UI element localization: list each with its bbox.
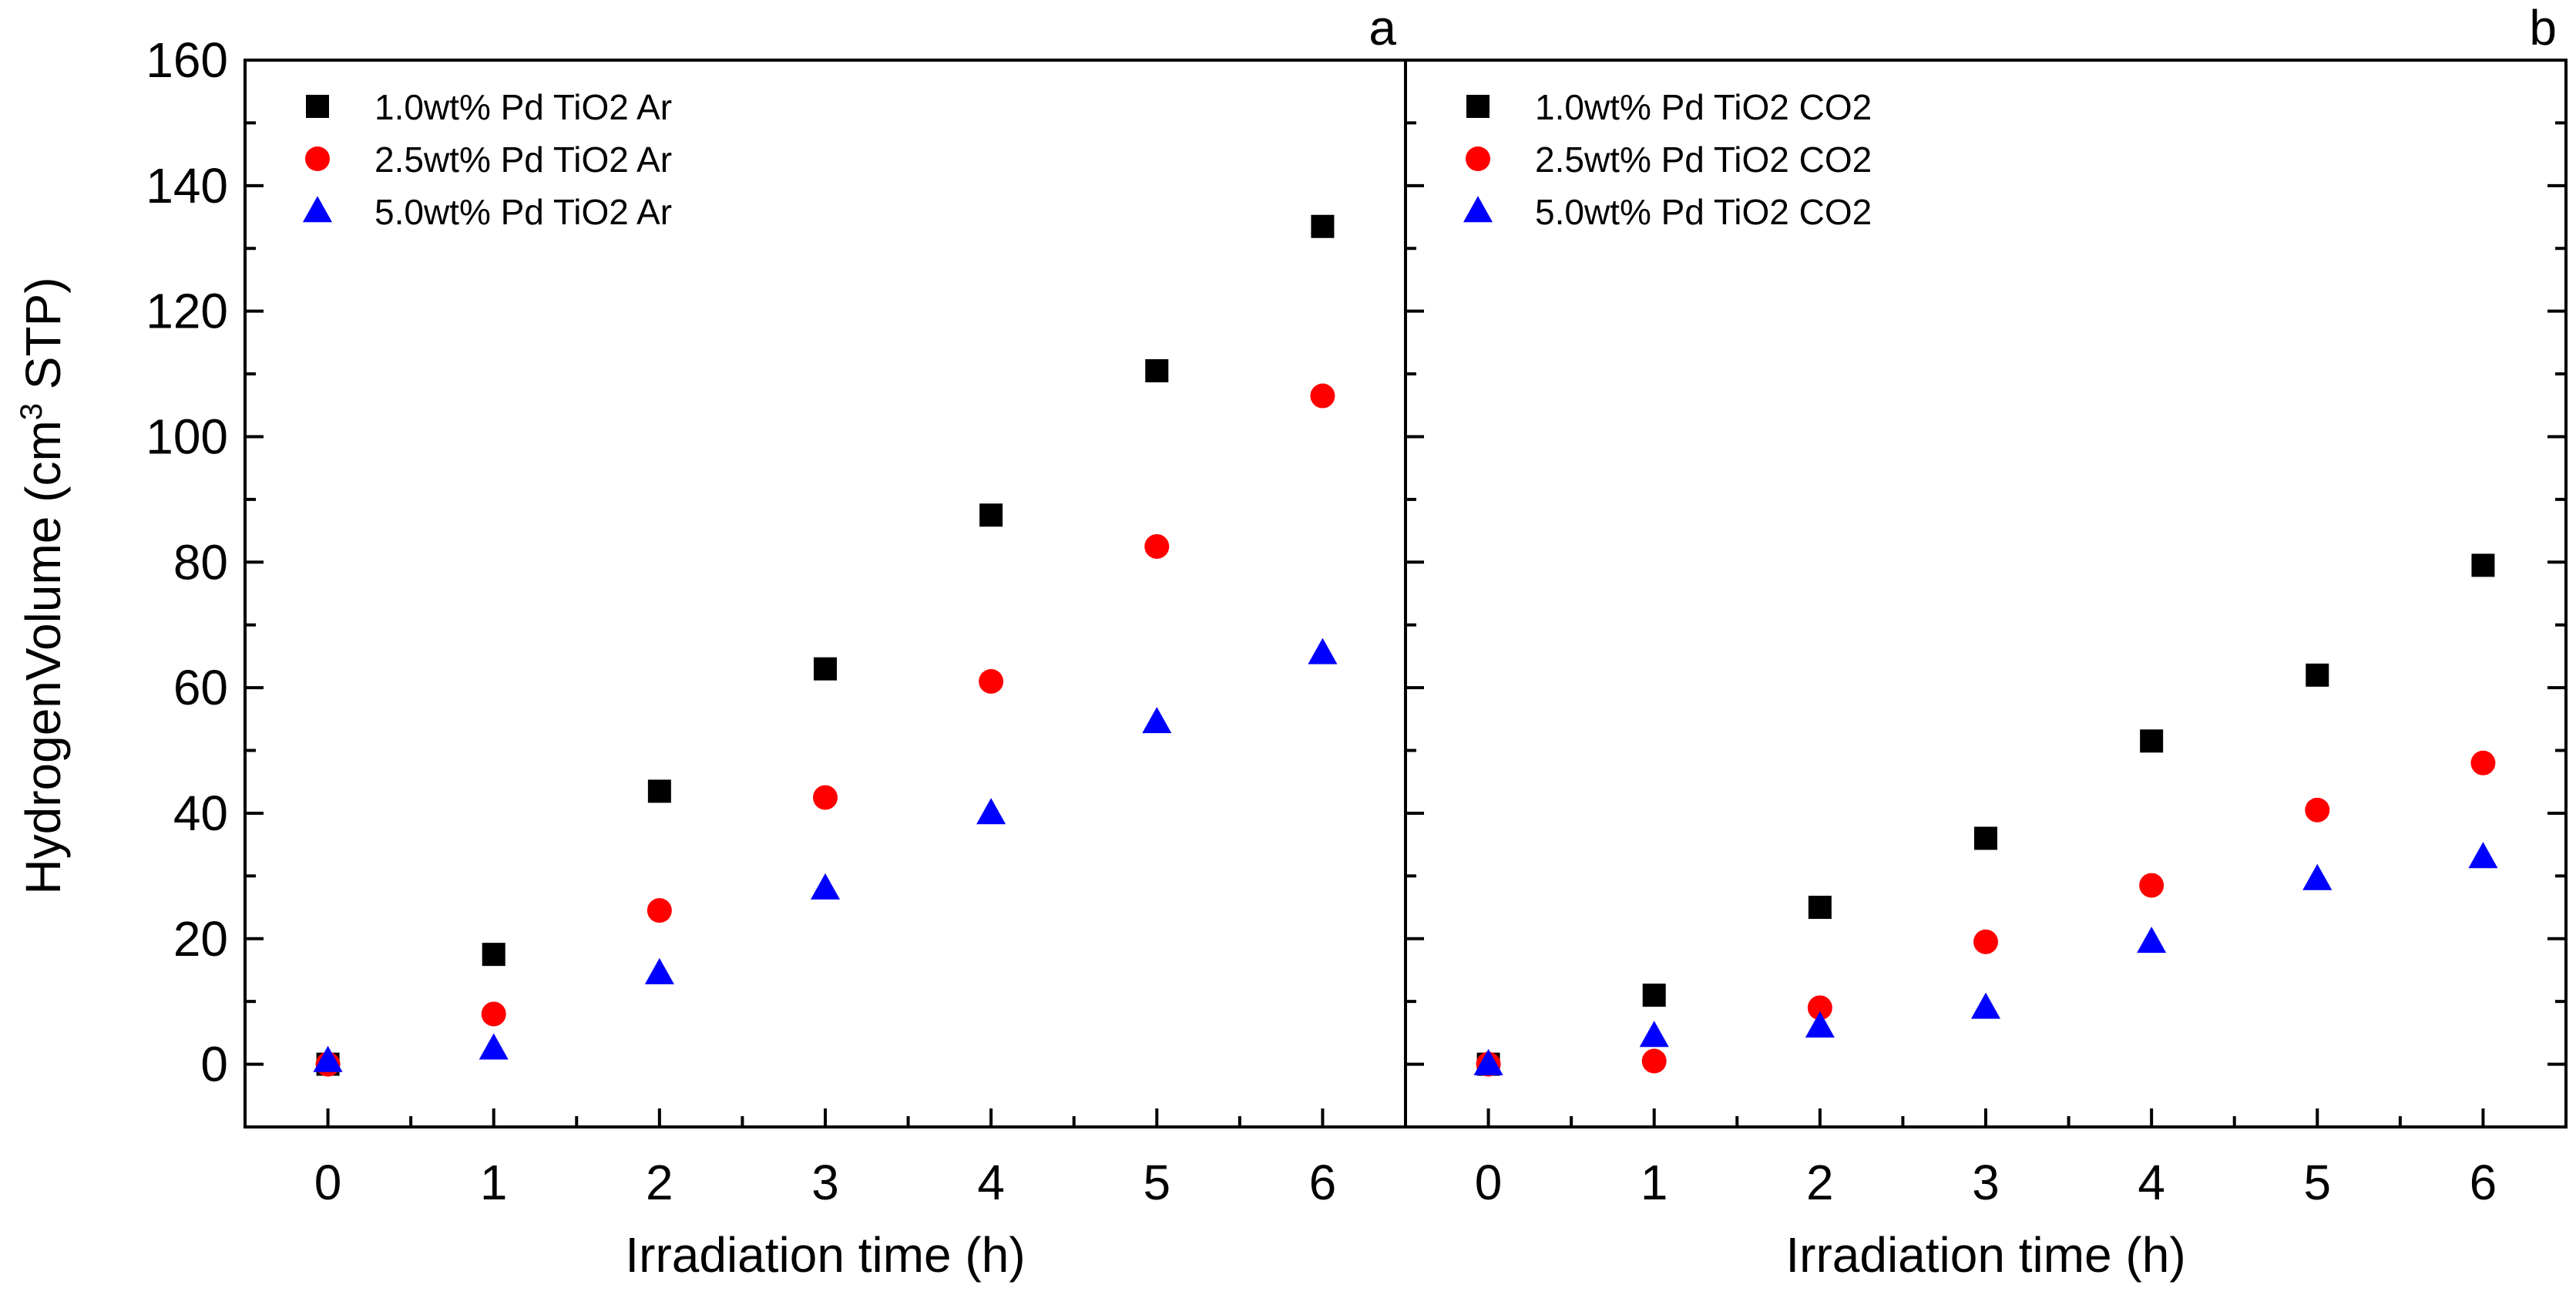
legend-label: 1.0wt% Pd TiO2 CO2 <box>1535 87 1872 127</box>
data-point <box>2137 927 2167 954</box>
panel-a-y-tick-labels: 0 20 40 60 80 100 120 140 160 <box>146 32 228 1092</box>
data-point <box>2302 863 2333 890</box>
panel-a-markers <box>313 214 1338 1077</box>
data-point <box>810 873 841 900</box>
data-point <box>976 798 1006 825</box>
data-point <box>647 898 672 923</box>
panel-a: 0 20 40 60 80 100 120 140 160 0 1 2 3 4 5 6 1.0wt% Pd … <box>146 0 1407 1283</box>
panel-a-legend: 1.0wt% Pd TiO2 Ar 2.5wt% Pd TiO2 Ar 5.0wt%… <box>302 87 672 232</box>
x-tick-label: 0 <box>314 1155 342 1210</box>
x-tick-label: 5 <box>1143 1155 1170 1210</box>
x-tick-label: 0 <box>1475 1155 1503 1210</box>
x-tick-label: 4 <box>2138 1155 2165 1210</box>
x-tick-label: 5 <box>2303 1155 2331 1210</box>
x-tick-label: 3 <box>1972 1155 2000 1210</box>
legend-label: 1.0wt% Pd TiO2 Ar <box>374 87 672 127</box>
data-point <box>814 657 837 681</box>
data-point <box>482 943 505 967</box>
x-tick-label: 6 <box>1309 1155 1337 1210</box>
data-point <box>1974 826 1997 850</box>
legend-marker <box>306 95 329 118</box>
panel-a-x-ticks <box>243 1108 1407 1127</box>
legend-label: 2.5wt% Pd TiO2 Ar <box>374 140 672 180</box>
y-axis-title: HydrogenVolume (cm3 STP) <box>15 277 71 894</box>
data-point <box>313 1045 343 1072</box>
x-tick-label: 6 <box>2470 1155 2497 1210</box>
data-point <box>1970 992 2001 1019</box>
data-point <box>1142 707 1172 734</box>
panel-a-x-tick-labels: 0 1 2 3 4 5 6 <box>314 1155 1336 1210</box>
data-point <box>644 957 674 984</box>
data-point <box>2470 750 2496 775</box>
y-tick-label: 60 <box>173 660 228 715</box>
x-tick-label: 3 <box>811 1155 839 1210</box>
panel-a-letter: a <box>1369 0 1396 56</box>
y-tick-label: 0 <box>200 1037 228 1092</box>
panel-a-y-ticks <box>245 59 264 1128</box>
x-tick-label: 1 <box>480 1155 508 1210</box>
data-point <box>1973 929 1998 954</box>
data-point <box>1308 637 1338 664</box>
data-point <box>2305 797 2330 822</box>
panel-b-x-ticks <box>1404 1108 2568 1127</box>
panel-b-x-tick-labels: 0 1 2 3 4 5 6 <box>1475 1155 2497 1210</box>
data-point <box>979 503 1003 527</box>
legend-marker <box>1463 196 1493 223</box>
panel-a-x-axis-title: Irradiation time (h) <box>625 1227 1025 1283</box>
data-point <box>481 1001 506 1027</box>
x-tick-label: 2 <box>1806 1155 1834 1210</box>
panel-b: 0 1 2 3 4 5 6 1.0wt% Pd TiO2 CO2 2.5wt% Pd TiO2… <box>1404 0 2568 1283</box>
data-point <box>647 779 671 803</box>
data-point <box>1310 383 1335 409</box>
legend-label: 5.0wt% Pd TiO2 Ar <box>374 192 672 232</box>
data-point <box>1145 358 1169 382</box>
data-point <box>1473 1048 1503 1075</box>
data-point <box>1641 1048 1667 1074</box>
panel-b-y-ticks <box>1406 59 2566 1128</box>
data-point <box>813 785 838 810</box>
legend-label: 2.5wt% Pd TiO2 CO2 <box>1535 140 1872 180</box>
legend-label: 5.0wt% Pd TiO2 CO2 <box>1535 192 1872 232</box>
legend-marker <box>1466 95 1490 118</box>
data-point <box>479 1033 509 1060</box>
y-tick-label: 160 <box>146 32 228 88</box>
data-point <box>2306 663 2329 687</box>
panel-b-x-axis-title: Irradiation time (h) <box>1785 1227 2185 1283</box>
data-point <box>1807 995 1832 1021</box>
x-tick-label: 4 <box>977 1155 1005 1210</box>
data-point <box>2471 553 2495 577</box>
data-point <box>1144 533 1170 559</box>
legend-marker <box>305 146 330 171</box>
y-tick-label: 40 <box>173 785 228 841</box>
data-point <box>1808 896 1832 920</box>
x-tick-label: 2 <box>646 1155 673 1210</box>
panel-b-legend: 1.0wt% Pd TiO2 CO2 2.5wt% Pd TiO2 CO2 5.0w… <box>1463 87 1872 232</box>
panel-b-letter: b <box>2529 0 2557 56</box>
data-point <box>1311 214 1335 238</box>
data-point <box>2468 842 2498 869</box>
panel-b-markers <box>1473 553 2498 1077</box>
data-point <box>979 668 1004 694</box>
legend-marker <box>302 196 333 223</box>
x-tick-label: 1 <box>1641 1155 1668 1210</box>
y-tick-label: 20 <box>173 911 228 967</box>
y-tick-label: 80 <box>173 534 228 590</box>
data-point <box>2139 873 2165 898</box>
y-tick-label: 120 <box>146 284 228 339</box>
data-point <box>1642 984 1666 1007</box>
data-point <box>1639 1021 1669 1048</box>
data-point <box>2140 729 2164 753</box>
y-tick-label: 140 <box>146 158 228 214</box>
y-tick-label: 100 <box>146 409 228 464</box>
data-point <box>1805 1011 1835 1038</box>
legend-marker <box>1466 146 1490 171</box>
